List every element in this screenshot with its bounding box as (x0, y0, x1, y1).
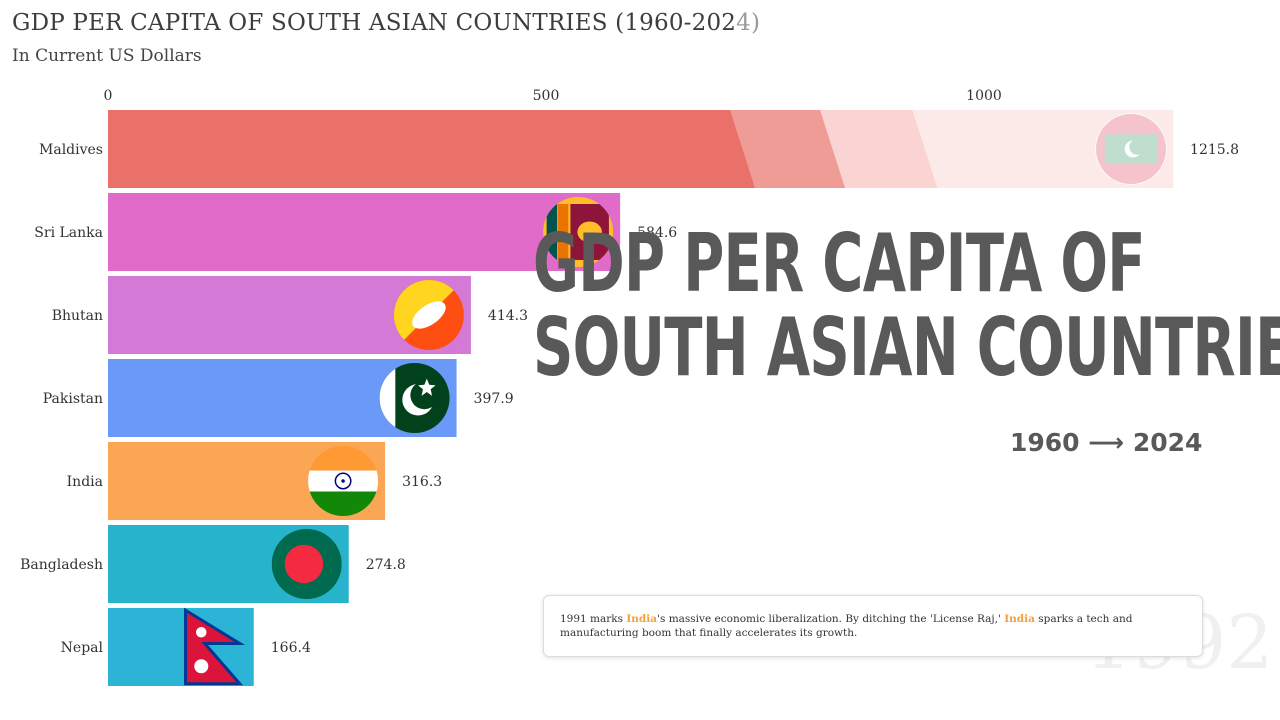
pakistan-flag-icon (379, 363, 450, 433)
overlay-title-line1: GDP PER CAPITA OF (533, 217, 1146, 310)
category-label: Maldives (39, 142, 103, 158)
x-tick-label: 0 (104, 88, 113, 104)
bhutan-flag-icon (393, 280, 464, 350)
category-label: Nepal (61, 640, 104, 656)
category-label: Sri Lanka (34, 225, 103, 241)
annotation-text-2: 's massive economic liberalization. By d… (657, 613, 1005, 625)
annotation-text-1: 1991 marks (560, 613, 627, 625)
overlay-year-range: 1960 ⟶ 2024 (1010, 428, 1203, 457)
value-label: 316.3 (402, 474, 442, 490)
sri-lanka-flag-icon (543, 197, 614, 267)
value-label: 584.6 (637, 225, 677, 241)
value-label: 414.3 (488, 308, 528, 324)
annotation-text-3: sparks a tech and manufacturing boom tha… (560, 613, 1133, 639)
chart-title-main: GDP PER CAPITA OF SOUTH ASIAN COUNTRIES … (12, 10, 737, 36)
value-label: 274.8 (366, 557, 406, 573)
overlay-title: GDP PER CAPITA OF SOUTH ASIAN COUNTRIES (533, 222, 1280, 390)
annotation-highlight-india-2: India (1004, 613, 1035, 625)
overlay-title-line2: SOUTH ASIAN COUNTRIES (533, 301, 1280, 394)
nepal-flag-icon (184, 607, 246, 686)
value-label: 397.9 (474, 391, 514, 407)
chart-title: GDP PER CAPITA OF SOUTH ASIAN COUNTRIES … (12, 10, 760, 36)
india-flag-icon (308, 446, 379, 516)
x-tick-label: 500 (533, 88, 560, 104)
maldives-flag-icon (1095, 113, 1168, 185)
category-label: Pakistan (43, 391, 103, 407)
bangladesh-flag-icon (271, 529, 342, 599)
annotation-box: 1991 marks India's massive economic libe… (543, 595, 1203, 657)
annotation-highlight-india-1: India (626, 613, 658, 625)
bar-sri-lanka (108, 193, 621, 271)
chart-subtitle: In Current US Dollars (12, 46, 202, 66)
value-label: 1215.8 (1190, 142, 1239, 158)
x-tick-label: 1000 (966, 88, 1002, 104)
category-label: Bangladesh (20, 557, 103, 573)
category-label: India (67, 474, 103, 490)
chart-title-tail: 4) (736, 10, 761, 36)
value-label: 166.4 (271, 640, 311, 656)
category-label: Bhutan (52, 308, 103, 324)
